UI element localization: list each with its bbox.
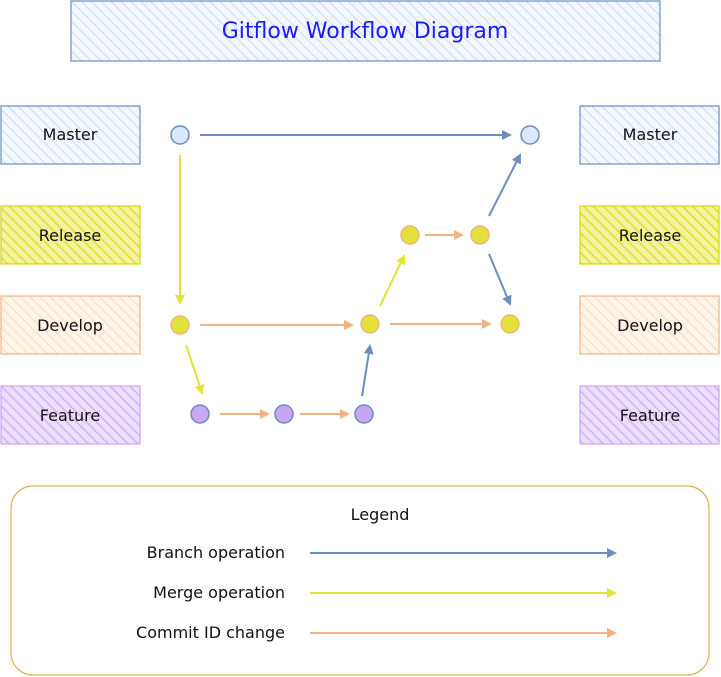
left-master-lane: Master xyxy=(0,105,141,165)
lane-label-feature-left: Feature xyxy=(40,406,100,425)
lane-label-develop-left: Develop xyxy=(37,316,103,335)
workflow-arrows xyxy=(175,130,521,419)
legend-label-commit: Commit ID change xyxy=(136,623,285,642)
commit-node-feature-3 xyxy=(354,404,374,424)
arrow-release-to-master xyxy=(488,153,521,217)
commit-node-release-2 xyxy=(470,225,490,245)
commit-nodes xyxy=(170,125,540,424)
left-feature-lane: Feature xyxy=(0,385,141,445)
commit-node-develop-2 xyxy=(360,314,380,334)
commit-node-develop-1 xyxy=(170,315,190,335)
lane-label-develop-right: Develop xyxy=(617,316,683,335)
legend-label-branch: Branch operation xyxy=(147,543,285,562)
left-release-lane: Release xyxy=(0,205,141,265)
commit-node-release-1 xyxy=(400,225,420,245)
commit-node-develop-3 xyxy=(500,314,520,334)
right-develop-lane: Develop xyxy=(579,295,720,355)
arrow-develop-to-release xyxy=(379,254,406,307)
lane-label-feature-right: Feature xyxy=(620,406,680,425)
title-box: Gitflow Workflow Diagram xyxy=(70,0,661,62)
left-develop-lane: Develop xyxy=(0,295,141,355)
legend-label-merge: Merge operation xyxy=(153,583,285,602)
legend: Legend Branch operation Merge operation … xyxy=(10,485,710,676)
lane-label-master-left: Master xyxy=(43,125,98,144)
right-feature-lane: Feature xyxy=(579,385,720,445)
lane-label-release-right: Release xyxy=(619,226,682,245)
arrow-feature-to-develop xyxy=(361,344,374,397)
lane-label-release-left: Release xyxy=(39,226,102,245)
lane-label-master-right: Master xyxy=(623,125,678,144)
arrow-release-to-develop xyxy=(488,253,512,306)
page-title: Gitflow Workflow Diagram xyxy=(222,19,509,44)
right-master-lane: Master xyxy=(579,105,720,165)
arrow-develop-to-feature xyxy=(185,344,205,395)
commit-node-master-2 xyxy=(520,125,540,145)
commit-node-feature-1 xyxy=(190,404,210,424)
commit-node-master-1 xyxy=(170,125,190,145)
commit-node-feature-2 xyxy=(274,404,294,424)
legend-title: Legend xyxy=(351,505,410,524)
right-release-lane: Release xyxy=(579,205,720,265)
